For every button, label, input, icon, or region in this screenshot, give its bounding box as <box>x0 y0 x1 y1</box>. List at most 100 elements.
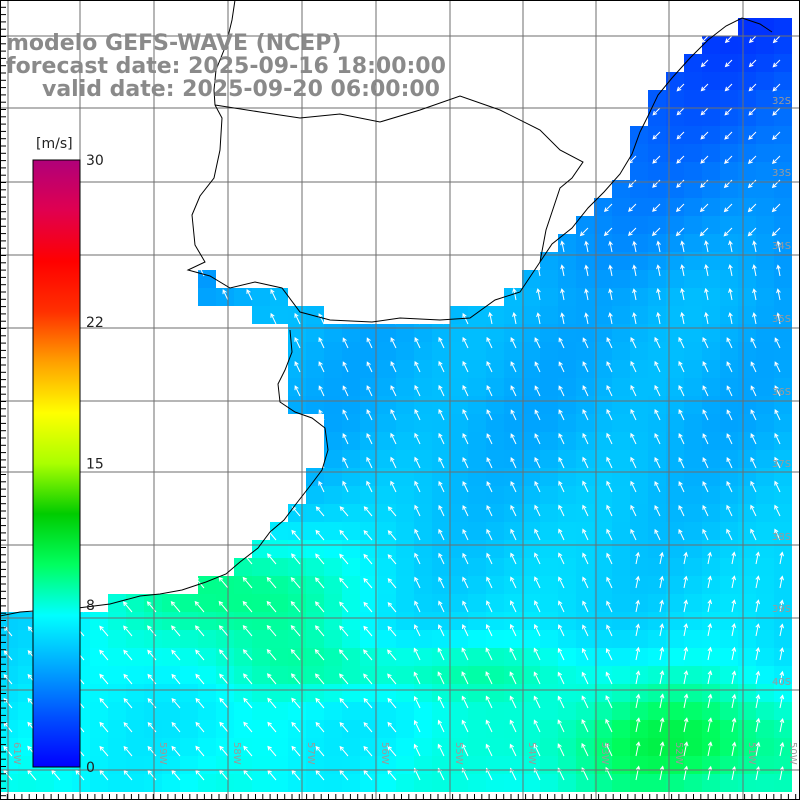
field-cell <box>756 162 774 180</box>
wind-arrow <box>632 240 637 253</box>
colorbar-tick-label: 15 <box>86 457 104 473</box>
field-cell <box>126 756 144 774</box>
field-cell <box>180 630 198 648</box>
wind-arrow <box>558 576 565 589</box>
field-cell <box>684 306 702 324</box>
field-cell <box>252 774 270 792</box>
wind-arrow <box>462 600 469 613</box>
wind-arrow <box>339 625 349 637</box>
wind-arrow <box>774 409 781 421</box>
field-cell <box>720 288 738 306</box>
field-cell <box>198 738 216 756</box>
wind-arrow <box>582 552 589 565</box>
field-cell <box>774 414 792 432</box>
wind-arrow <box>779 717 785 733</box>
field-cell <box>468 396 486 414</box>
wind-arrow <box>678 481 685 493</box>
field-cell <box>702 774 720 792</box>
wind-arrow <box>242 553 253 565</box>
wind-arrow <box>462 384 469 397</box>
field-cell <box>342 540 360 558</box>
wind-arrow <box>635 575 640 589</box>
wind-arrow <box>485 647 493 661</box>
wind-arrow <box>266 553 277 565</box>
field-cell <box>396 558 414 576</box>
wind-arrow <box>723 227 733 237</box>
field-cell <box>522 288 540 306</box>
field-cell <box>756 144 774 162</box>
field-cell <box>666 648 684 666</box>
field-cell <box>666 306 684 324</box>
wind-arrow <box>438 456 445 469</box>
field-cell <box>108 630 126 648</box>
field-cell <box>702 162 720 180</box>
wind-arrow <box>707 646 713 661</box>
wind-arrow <box>603 203 613 213</box>
field-cell <box>108 594 126 612</box>
wind-arrow <box>219 673 229 685</box>
wind-vectors <box>3 35 785 781</box>
wind-arrow <box>702 361 709 373</box>
wind-arrow <box>724 83 733 92</box>
field-cell <box>630 162 648 180</box>
wind-arrow <box>486 409 493 421</box>
field-cell <box>666 144 684 162</box>
field-cell <box>756 666 774 684</box>
field-cell <box>576 612 594 630</box>
field-cell <box>522 414 540 432</box>
field-cell <box>558 576 576 594</box>
latitude-label: 35S <box>772 314 791 325</box>
field-cell <box>234 720 252 738</box>
wind-arrow <box>486 528 493 541</box>
field-cell <box>198 288 216 306</box>
field-cell <box>522 504 540 522</box>
field-cell <box>216 774 234 792</box>
wind-arrow <box>390 385 397 397</box>
latitude-label: 34S <box>772 241 791 252</box>
wind-arrow <box>486 457 493 469</box>
field-cell <box>612 630 630 648</box>
field-cell <box>594 522 612 540</box>
field-cell <box>432 630 450 648</box>
wind-arrow <box>779 647 785 661</box>
latitude-label: 40S <box>772 677 791 688</box>
wind-arrow <box>342 409 349 421</box>
wind-arrow <box>675 203 685 213</box>
field-cell <box>432 342 450 360</box>
wind-arrow <box>654 336 661 349</box>
wind-arrow <box>656 264 661 277</box>
wind-arrow <box>290 576 301 589</box>
field-cell <box>180 720 198 738</box>
field-cell <box>522 270 540 288</box>
wind-arrow <box>726 433 733 445</box>
field-cell <box>216 630 234 648</box>
field-cell <box>594 432 612 450</box>
field-cell <box>594 216 612 234</box>
longitude-label: 54W <box>526 742 537 765</box>
field-cell <box>252 288 270 306</box>
field-cell <box>360 756 378 774</box>
field-cell <box>414 360 432 378</box>
wind-arrow <box>195 673 205 685</box>
wind-arrow <box>702 457 709 469</box>
wind-arrow <box>558 361 565 373</box>
field-cell <box>396 684 414 702</box>
wind-arrow <box>462 408 469 421</box>
wind-arrow <box>728 264 733 277</box>
field-cell <box>270 522 288 540</box>
field-cell <box>216 666 234 684</box>
field-cell <box>306 486 324 504</box>
field-cell <box>612 252 630 270</box>
field-cell <box>18 702 36 720</box>
wind-arrow <box>652 203 661 212</box>
field-cell <box>522 738 540 756</box>
wind-arrow <box>704 263 709 277</box>
field-cell <box>684 432 702 450</box>
colorbar-tick-label: 0 <box>86 760 95 776</box>
wind-arrow <box>582 600 589 613</box>
wind-arrow <box>606 600 613 613</box>
field-cell <box>666 234 684 252</box>
colorbar-ramp <box>32 159 81 768</box>
wind-arrow <box>632 264 637 277</box>
